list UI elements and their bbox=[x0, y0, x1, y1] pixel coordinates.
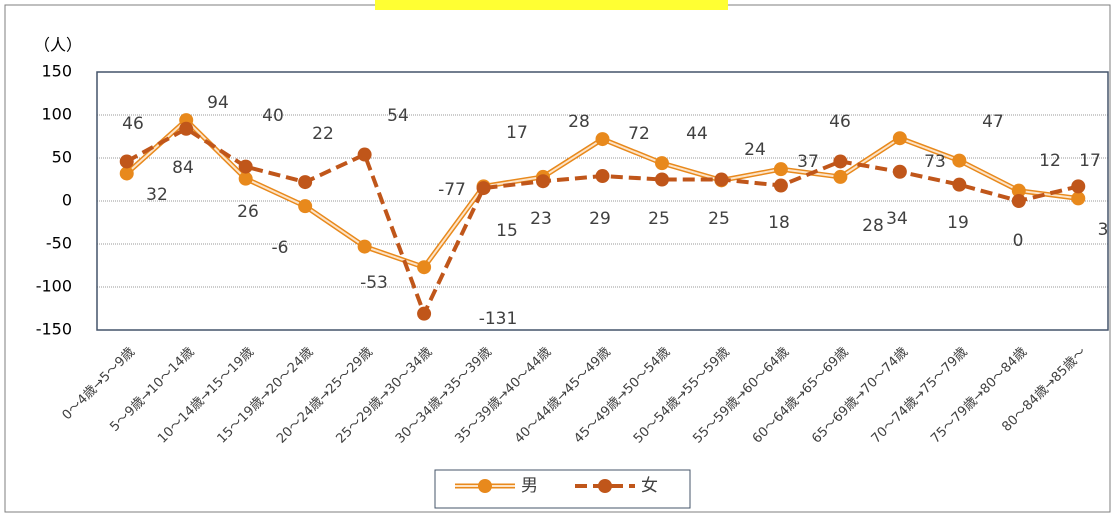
data-label: 23 bbox=[530, 209, 552, 229]
data-label: 0 bbox=[1013, 231, 1024, 251]
data-label: 22 bbox=[312, 124, 334, 144]
data-point bbox=[417, 306, 432, 321]
y-tick-label: 0 bbox=[62, 191, 72, 210]
data-point bbox=[892, 164, 907, 179]
data-label: 17 bbox=[506, 123, 528, 143]
data-label: 24 bbox=[744, 140, 766, 160]
data-label: -53 bbox=[360, 273, 388, 293]
data-point bbox=[357, 147, 372, 162]
data-label: -77 bbox=[438, 180, 466, 200]
data-point bbox=[1071, 179, 1086, 194]
data-label: 25 bbox=[708, 209, 730, 229]
chart-frame bbox=[4, 4, 1111, 513]
data-label: 19 bbox=[947, 213, 969, 233]
data-label: 46 bbox=[122, 114, 144, 134]
data-label: 15 bbox=[496, 221, 518, 241]
y-tick-label: -50 bbox=[46, 234, 72, 253]
data-label: 17 bbox=[1079, 151, 1101, 171]
legend-marker bbox=[478, 479, 492, 493]
data-label: 54 bbox=[387, 106, 409, 126]
data-label: 94 bbox=[207, 93, 229, 113]
data-label: 28 bbox=[862, 216, 884, 236]
data-label: 26 bbox=[237, 202, 259, 222]
data-point bbox=[357, 239, 372, 254]
data-label: 28 bbox=[568, 112, 590, 132]
data-point bbox=[238, 159, 253, 174]
legend-label: 男 bbox=[521, 476, 538, 496]
title-box bbox=[375, 0, 728, 10]
data-point bbox=[773, 178, 788, 193]
data-point bbox=[238, 171, 253, 186]
data-point bbox=[833, 169, 848, 184]
data-label: 12 bbox=[1039, 151, 1061, 171]
data-point bbox=[952, 177, 967, 192]
data-point bbox=[417, 260, 432, 275]
y-tick-label: 150 bbox=[41, 62, 72, 81]
data-point bbox=[298, 199, 313, 214]
data-label: 47 bbox=[982, 112, 1004, 132]
data-label: 73 bbox=[924, 152, 946, 172]
data-label: 40 bbox=[262, 106, 284, 126]
data-label: -131 bbox=[479, 309, 518, 329]
y-tick-label: 100 bbox=[41, 105, 72, 124]
y-tick-label: -100 bbox=[36, 277, 72, 296]
data-label: 44 bbox=[686, 124, 708, 144]
data-point bbox=[595, 132, 610, 147]
y-tick-label: 50 bbox=[52, 148, 72, 167]
data-label: 29 bbox=[589, 209, 611, 229]
data-label: 32 bbox=[146, 185, 168, 205]
data-point bbox=[892, 131, 907, 146]
data-point bbox=[298, 175, 313, 190]
data-point bbox=[536, 174, 551, 189]
legend-marker bbox=[598, 479, 612, 493]
data-point bbox=[1011, 194, 1026, 208]
data-point bbox=[654, 172, 669, 187]
data-label: 46 bbox=[829, 112, 851, 132]
data-label: 34 bbox=[886, 209, 908, 229]
data-label: 18 bbox=[768, 213, 790, 233]
legend-label: 女 bbox=[641, 476, 658, 496]
data-point bbox=[1071, 191, 1086, 206]
data-point bbox=[714, 172, 729, 187]
data-point bbox=[476, 181, 491, 196]
data-point bbox=[773, 162, 788, 177]
data-label: -6 bbox=[272, 238, 289, 258]
legend bbox=[434, 469, 691, 509]
data-point bbox=[179, 121, 194, 136]
data-label: 37 bbox=[797, 152, 819, 172]
data-point bbox=[595, 169, 610, 184]
data-label: 84 bbox=[172, 158, 194, 178]
data-label: 72 bbox=[628, 124, 650, 144]
data-label: 25 bbox=[648, 209, 670, 229]
data-point bbox=[1011, 183, 1026, 198]
data-point bbox=[952, 153, 967, 168]
data-point bbox=[833, 154, 848, 169]
data-label: 3 bbox=[1098, 220, 1109, 240]
data-point bbox=[119, 154, 134, 169]
y-axis-label: （人） bbox=[34, 36, 82, 55]
data-point bbox=[119, 166, 134, 181]
plot-border bbox=[96, 71, 1109, 331]
y-tick-label: -150 bbox=[36, 320, 72, 339]
data-point bbox=[654, 156, 669, 171]
